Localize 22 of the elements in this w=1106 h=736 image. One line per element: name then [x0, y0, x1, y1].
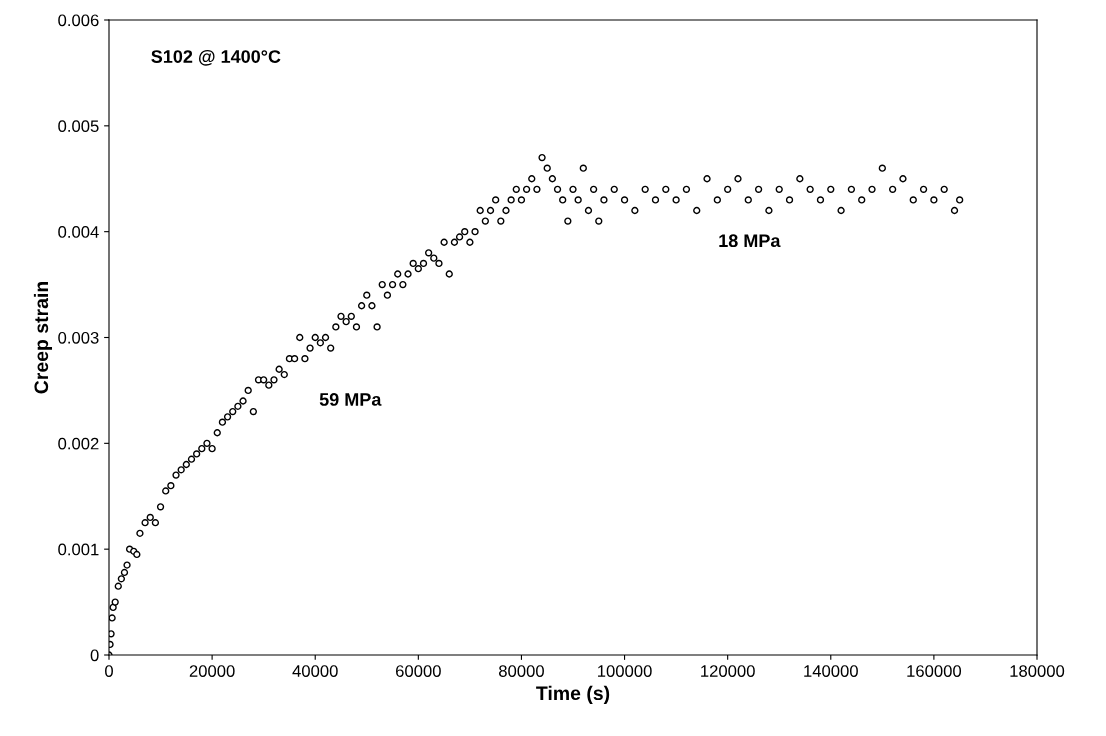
y-tick-label: 0.004 — [58, 226, 99, 238]
y-tick-label: 0.003 — [58, 331, 99, 344]
x-tick-label: 20000 — [189, 665, 235, 677]
x-tick-label: 100000 — [598, 665, 652, 677]
x-tick-label: 120000 — [701, 665, 755, 677]
y-tick-label: 0.001 — [58, 543, 99, 556]
annotation: 59 MPa — [319, 393, 382, 406]
y-tick-label: 0.006 — [58, 14, 99, 27]
y-tick-label: 0.005 — [58, 120, 99, 133]
x-axis-title: Time (s) — [536, 685, 610, 704]
x-tick-label: 80000 — [499, 665, 544, 677]
y-tick-label: 0 — [90, 649, 99, 662]
x-tick-label: 0 — [105, 665, 113, 677]
x-tick-label: 180000 — [1010, 665, 1065, 677]
annotation: S102 @ 1400°C — [151, 49, 281, 66]
x-tick-label: 40000 — [292, 665, 338, 677]
annotation: 18 MPa — [719, 234, 781, 248]
x-tick-label: 60000 — [396, 665, 441, 677]
x-tick-label: 160000 — [907, 665, 962, 677]
y-axis-title: Creep strain — [33, 281, 53, 394]
y-tick-label: 0.002 — [58, 437, 99, 450]
x-tick-label: 140000 — [804, 665, 858, 677]
